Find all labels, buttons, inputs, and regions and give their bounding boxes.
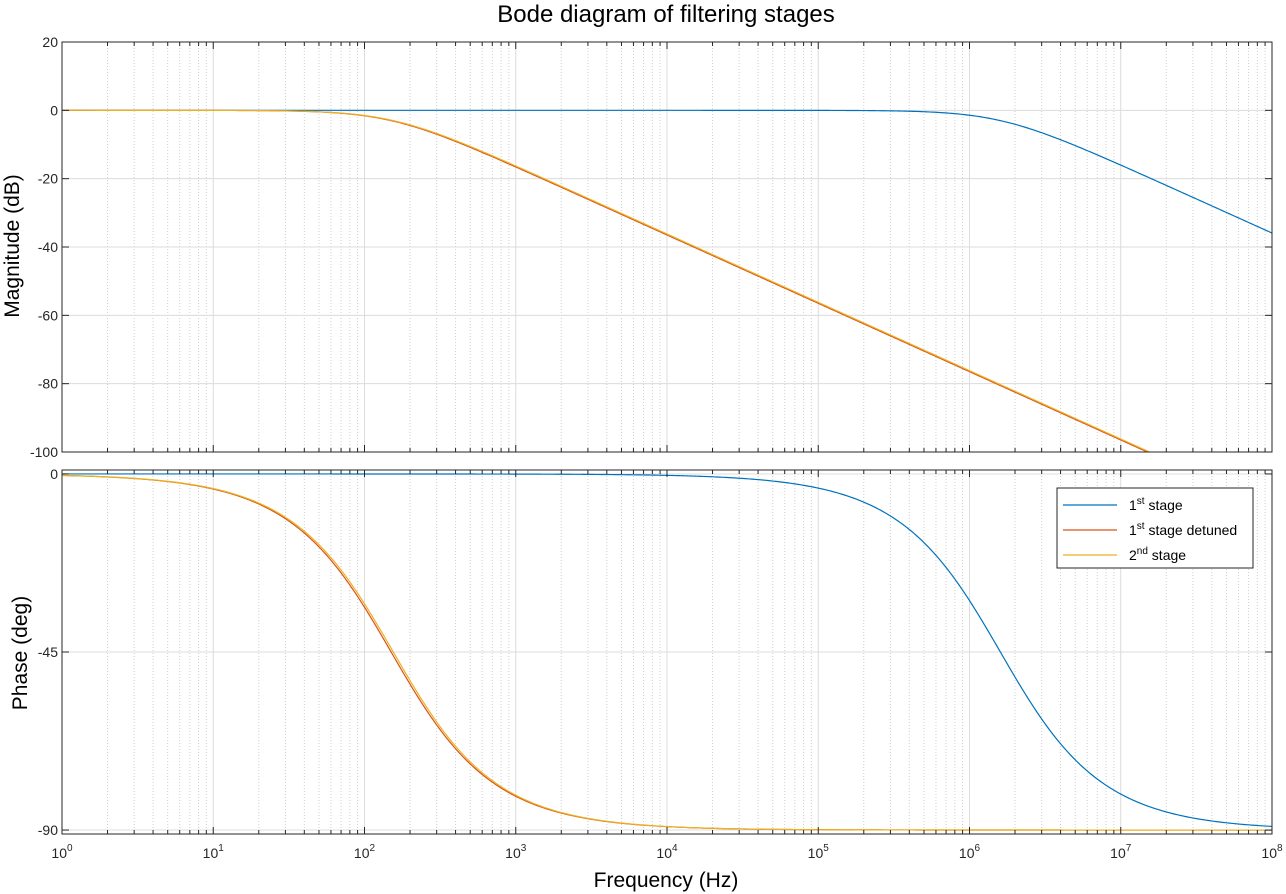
phase-y-tick-label: 0: [50, 466, 58, 482]
x-tick-label: 102: [354, 843, 376, 861]
mag-y-tick-label: -80: [38, 376, 58, 392]
x-tick-label: 107: [1110, 843, 1132, 861]
legend-entry-2: 2nd stage: [1129, 546, 1186, 563]
mag-curves: [62, 109, 1272, 452]
x-tick-label: 101: [203, 843, 225, 861]
mag-y-tick-label: -100: [30, 444, 58, 460]
mag-y-tick-label: -40: [38, 239, 58, 255]
legend-entry-1: 1st stage detuned: [1129, 521, 1237, 538]
mag-tick-marks: [61, 41, 1272, 453]
x-tick-label: 105: [808, 843, 830, 861]
mag-y-tick-label: 20: [42, 34, 58, 50]
legend-entry-0: 1st stage: [1129, 496, 1183, 513]
phase-tick-marks: [61, 470, 1272, 834]
phase-y-tick-label: -90: [38, 822, 58, 838]
magnitude-panel: 20 0 -20 -40 -60 -80 -100: [30, 34, 1273, 460]
x-tick-label: 100: [51, 843, 73, 861]
mag-series-line-2: [62, 109, 1151, 452]
x-tick-label: 106: [959, 843, 981, 861]
x-tick-label: 103: [505, 843, 527, 861]
mag-y-tick-label: 0: [50, 102, 58, 118]
x-tick-label: 104: [656, 843, 678, 861]
phase-axis-label: Phase (deg): [9, 596, 32, 710]
x-tick-label: 108: [1261, 843, 1283, 861]
legend: 1st stage 1st stage detuned 2nd stage: [1056, 487, 1254, 569]
x-tick-labels: 100 101 102 103 104 105 106 107 108: [51, 843, 1283, 861]
mag-grid: [61, 41, 1273, 453]
magnitude-axis-label: Magnitude (dB): [1, 174, 24, 318]
frequency-axis-label: Frequency (Hz): [594, 869, 739, 892]
phase-y-tick-label: -45: [38, 644, 58, 660]
chart-title: Bode diagram of filtering stages: [497, 1, 835, 28]
mag-y-tick-label: -60: [38, 307, 58, 323]
phase-series-line-2: [62, 474, 1272, 831]
mag-y-tick-label: -20: [38, 171, 58, 187]
